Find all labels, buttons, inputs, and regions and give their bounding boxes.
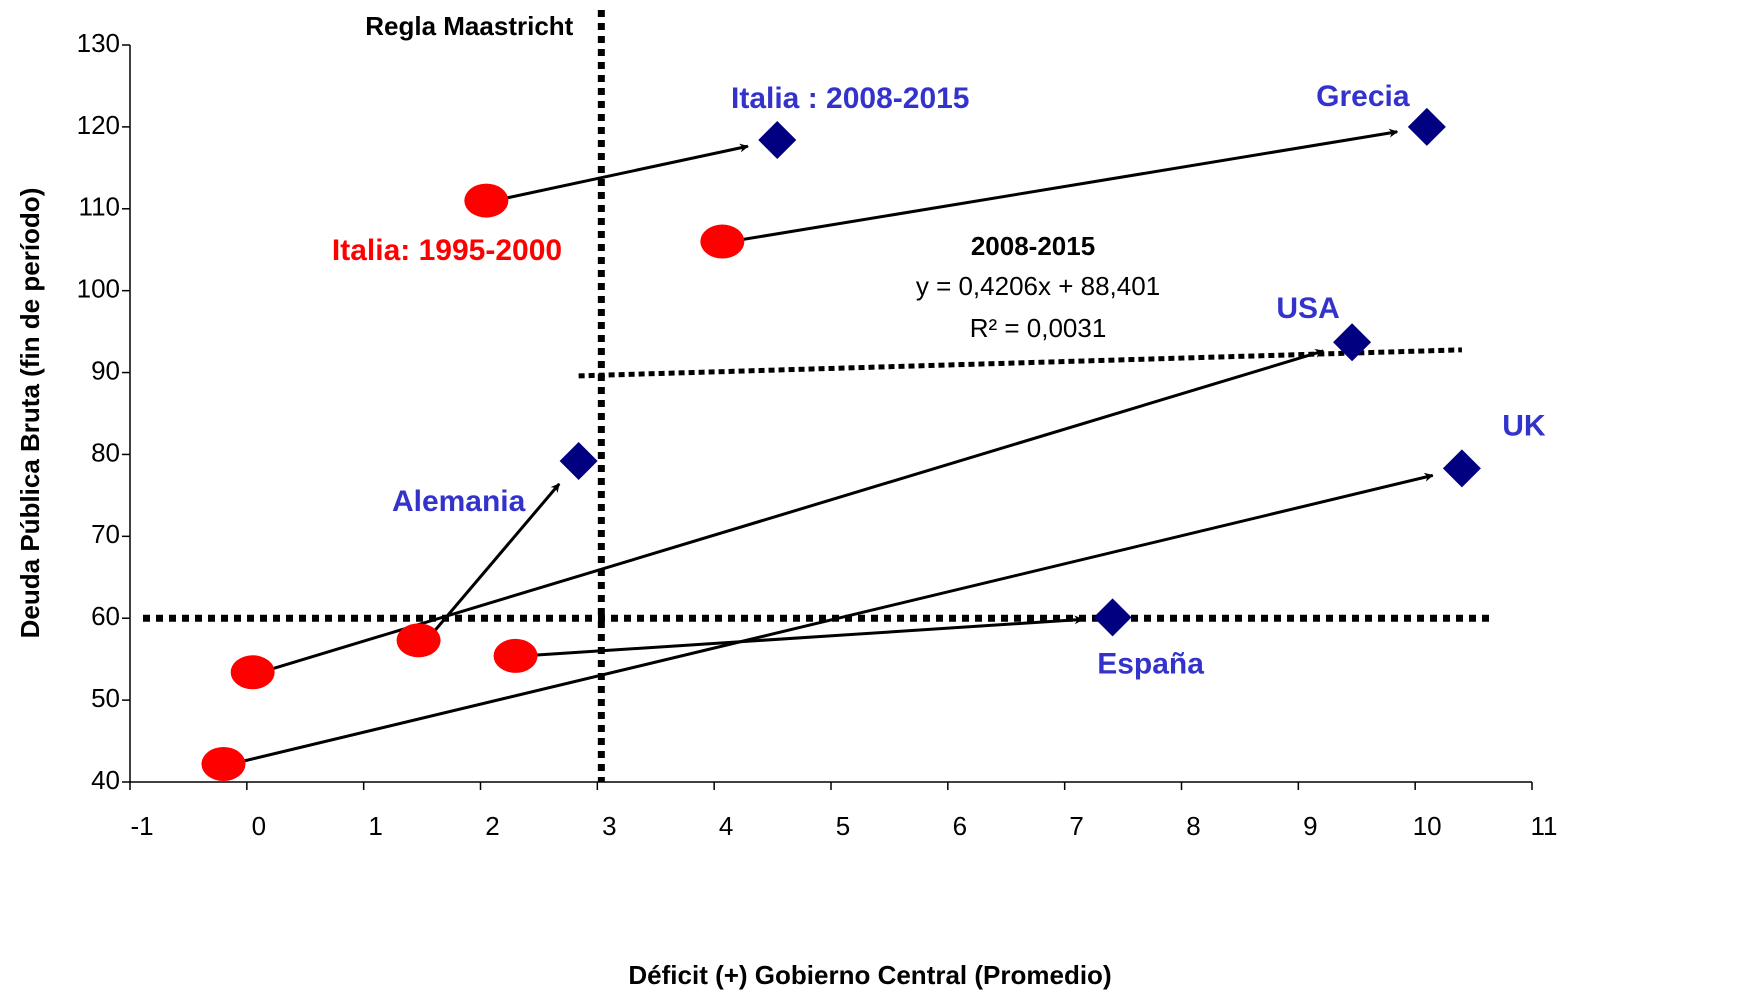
point-2008-2015 [1333,323,1372,362]
point-label: Grecia [1316,80,1410,113]
x-tick-label: 6 [953,811,967,841]
point-label: Italia : 2008-2015 [731,82,970,115]
y-tick-label: 110 [79,192,120,222]
arrow [494,143,749,203]
y-tick-label: 70 [91,519,120,549]
point-label: España [1097,647,1204,680]
point-1995-2000 [201,746,246,781]
x-tick-label: 11 [1531,811,1558,841]
y-tick-label: 90 [91,355,120,385]
x-tick-label: 4 [719,811,733,841]
arrow [231,472,1434,766]
x-tick-label: 9 [1303,811,1317,841]
trendline-r2: R² = 0,0031 [970,313,1107,343]
x-tick-label: 0 [252,811,266,841]
x-tick-label: 2 [485,811,499,841]
trendline [578,347,1462,379]
point-1995-2000 [230,655,275,690]
trendline-title: 2008-2015 [971,231,1095,261]
y-tick-label: 130 [77,28,120,58]
arrow [523,615,1084,658]
point-1995-2000 [396,623,441,658]
y-tick-label: 60 [91,601,120,631]
point-2008-2015 [1093,598,1132,637]
point-label: UK [1502,409,1546,442]
x-tick-label: 7 [1069,811,1083,841]
red-label: Italia: 1995-2000 [332,234,562,267]
point-label: Alemania [392,485,526,518]
point-2008-2015 [1407,107,1446,146]
x-tick-label: 5 [836,811,850,841]
y-tick-label: 100 [77,274,120,304]
arrow [425,482,561,642]
y-tick-label: 120 [77,110,120,140]
point-2008-2015 [758,120,797,159]
x-tick-label: 10 [1413,811,1442,841]
reference-label: Regla Maastricht [365,11,573,41]
x-axis-title: Déficit (+) Gobierno Central (Promedio) [628,960,1111,990]
x-tick-label: -1 [130,811,153,841]
x-tick-label: 3 [602,811,616,841]
point-label: USA [1276,292,1339,325]
point-1995-2000 [700,224,745,259]
x-tick-label: 1 [368,811,382,841]
point-2008-2015 [1442,449,1481,488]
x-tick-label: 8 [1186,811,1200,841]
point-1995-2000 [493,638,538,673]
y-tick-label: 50 [91,683,120,713]
trendline-equation: y = 0,4206x + 88,401 [916,271,1160,301]
point-2008-2015 [559,441,598,480]
arrow [730,128,1399,244]
y-axis-title: Deuda Pública Bruta (fin de período) [15,188,45,639]
arrow [260,348,1325,674]
y-tick-label: 40 [91,765,120,795]
point-1995-2000 [464,183,509,218]
y-tick-label: 80 [91,437,120,467]
